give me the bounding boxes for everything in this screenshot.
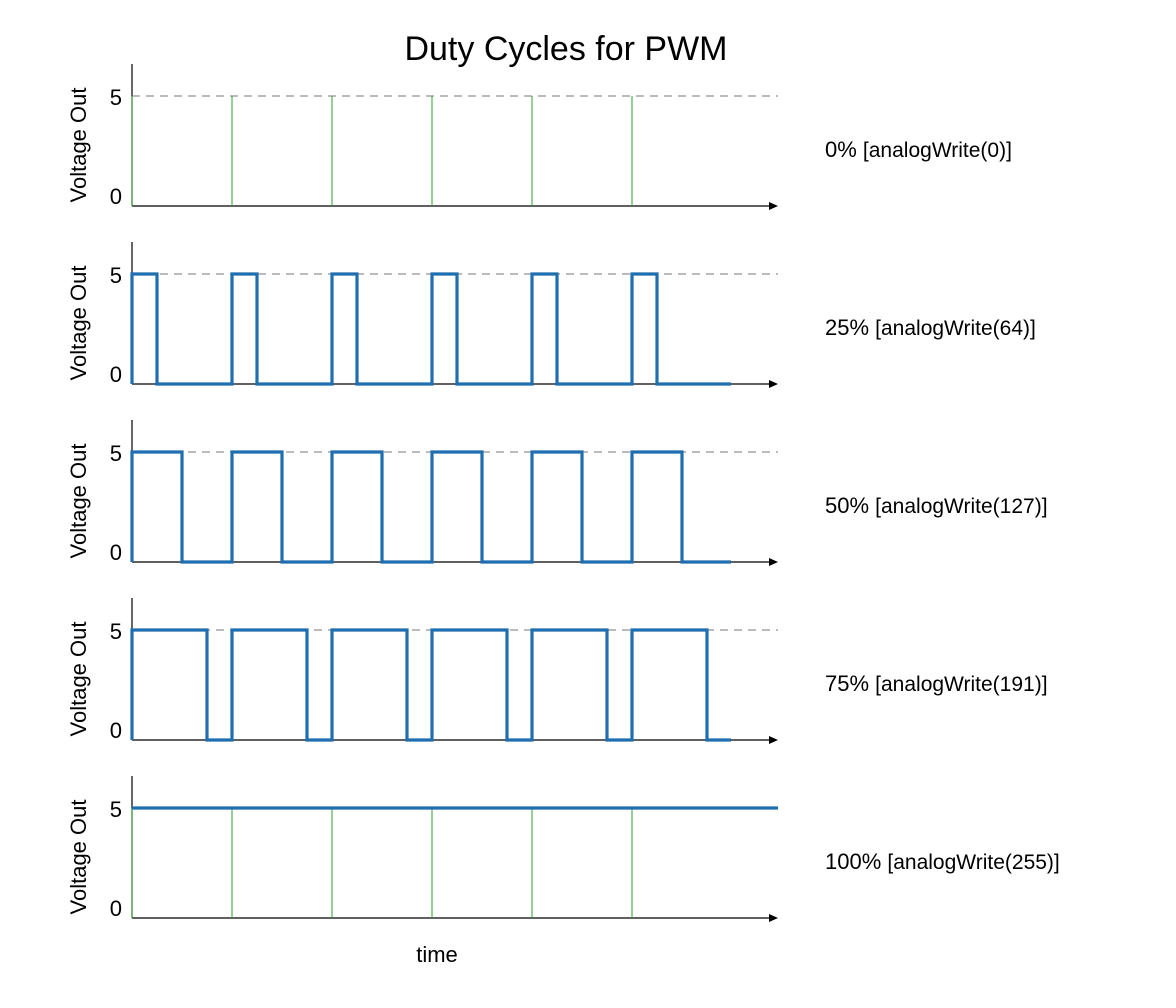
y-tick-label: 0: [110, 184, 122, 209]
y-axis-label: Voltage Out: [66, 444, 91, 559]
duty-cycle-label: 100% [analogWrite(255)]: [825, 849, 1060, 874]
duty-cycle-label: 0% [analogWrite(0)]: [825, 137, 1012, 162]
y-tick-label: 5: [110, 797, 122, 822]
y-axis-label: Voltage Out: [66, 88, 91, 203]
analogwrite-call: [analogWrite(191)]: [875, 673, 1047, 696]
subplot-3: 5 0 Voltage Out 75% [analogWrite(191)]: [66, 598, 1048, 744]
subplot-1: 5 0 Voltage Out 25% [analogWrite(64)]: [66, 242, 1036, 388]
y-tick-label: 0: [110, 540, 122, 565]
y-axis-label: Voltage Out: [66, 622, 91, 737]
analogwrite-call: [analogWrite(127)]: [875, 495, 1047, 518]
chart-title: Duty Cycles for PWM: [404, 30, 727, 68]
analogwrite-call: [analogWrite(0)]: [863, 139, 1012, 162]
x-axis-arrow: [769, 558, 778, 566]
subplot-4: 5 0 Voltage Out 100% [analogWrite(255)]: [66, 776, 1060, 922]
duty-cycle-label: 50% [analogWrite(127)]: [825, 493, 1048, 518]
duty-percent: 0%: [825, 137, 863, 162]
subplots: 5 0 Voltage Out 0% [analogWrite(0)] 5 0 Voltag…: [66, 64, 1060, 922]
subplot-2: 5 0 Voltage Out 50% [analogWrite(127)]: [66, 420, 1048, 566]
duty-percent: 25%: [825, 315, 875, 340]
y-tick-label: 5: [110, 619, 122, 644]
x-axis-label: time: [416, 942, 458, 967]
y-tick-label: 5: [110, 263, 122, 288]
y-tick-label: 5: [110, 441, 122, 466]
y-tick-label: 5: [110, 85, 122, 110]
x-axis-arrow: [769, 736, 778, 744]
duty-percent: 50%: [825, 493, 875, 518]
duty-percent: 100%: [825, 849, 887, 874]
duty-percent: 75%: [825, 671, 875, 696]
y-tick-label: 0: [110, 896, 122, 921]
pwm-signal-line: [130, 628, 731, 742]
x-axis-arrow: [769, 380, 778, 388]
duty-cycle-label: 25% [analogWrite(64)]: [825, 315, 1036, 340]
y-axis-label: Voltage Out: [66, 266, 91, 381]
y-tick-label: 0: [110, 718, 122, 743]
pwm-signal-line: [130, 272, 731, 386]
y-axis-label: Voltage Out: [66, 800, 91, 915]
x-axis-arrow: [769, 202, 778, 210]
analogwrite-call: [analogWrite(255)]: [887, 851, 1059, 874]
y-tick-label: 0: [110, 362, 122, 387]
duty-cycle-label: 75% [analogWrite(191)]: [825, 671, 1048, 696]
subplot-0: 5 0 Voltage Out 0% [analogWrite(0)]: [66, 64, 1012, 210]
x-axis-arrow: [769, 914, 778, 922]
pwm-signal-line: [130, 450, 731, 564]
analogwrite-call: [analogWrite(64)]: [875, 317, 1036, 340]
